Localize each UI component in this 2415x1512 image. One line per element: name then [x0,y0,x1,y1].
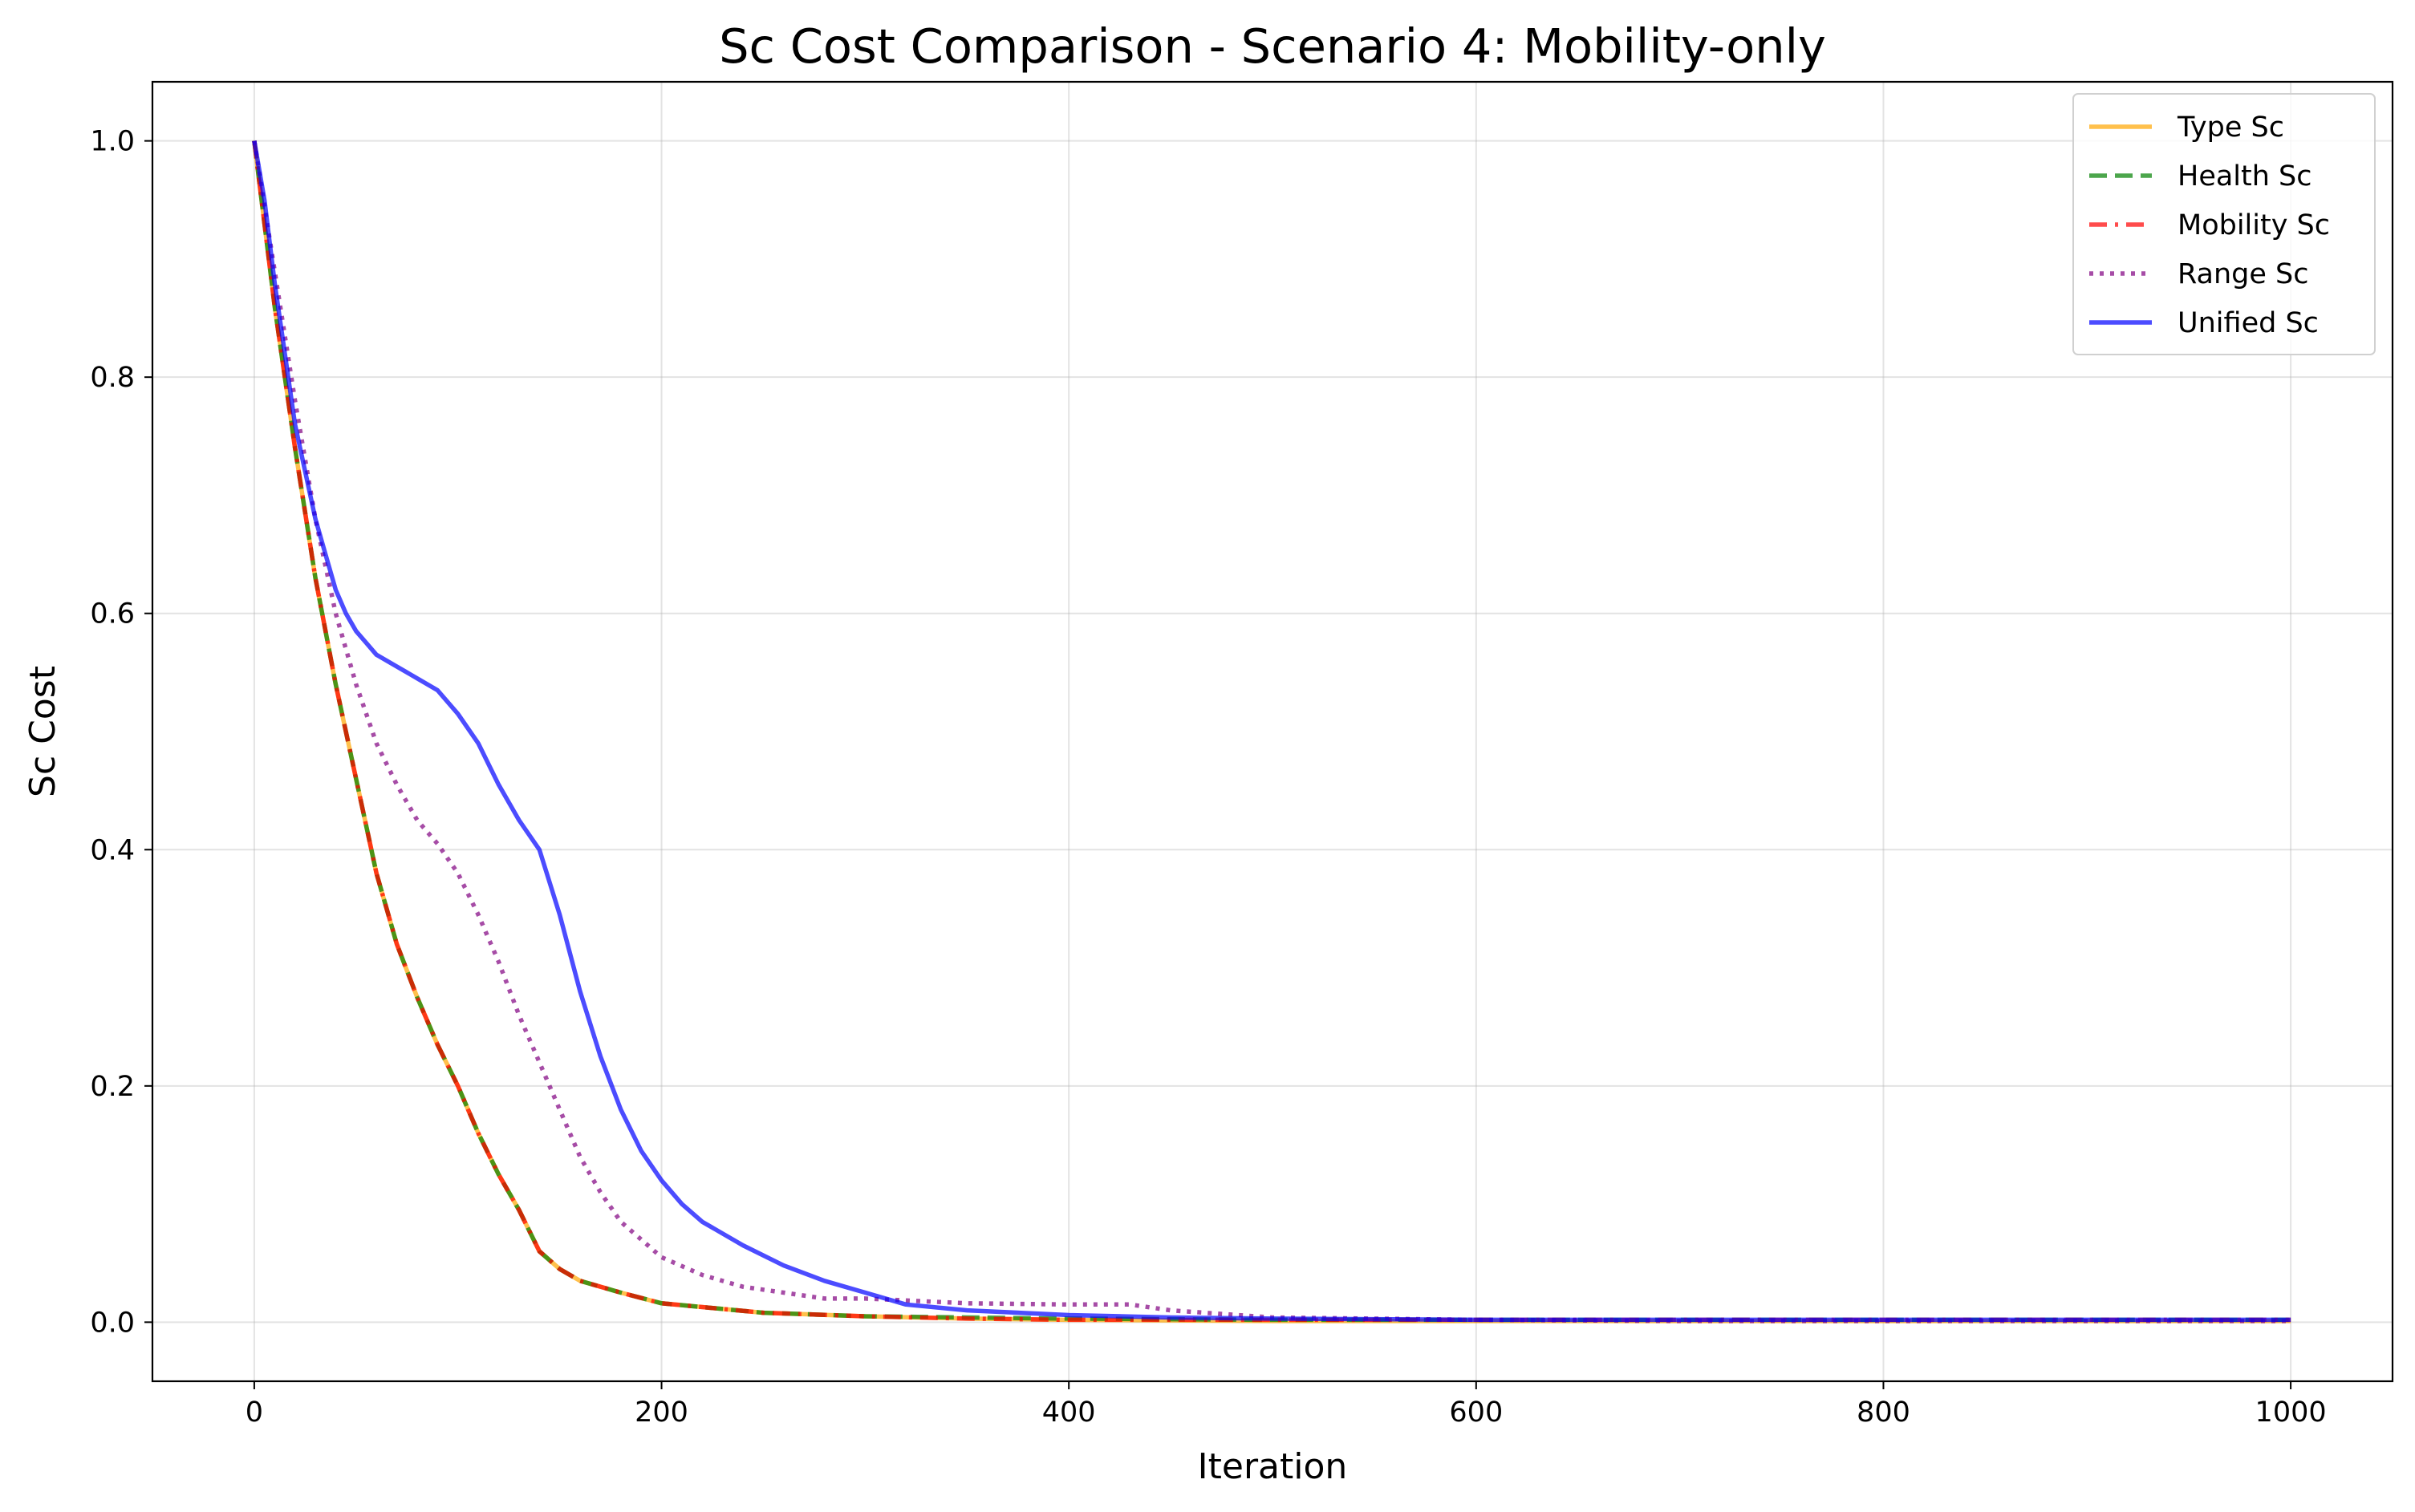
x-tick-label: 1000 [2255,1396,2327,1429]
y-tick-label: 0.8 [90,362,135,394]
legend-box [2072,93,2376,355]
chart-title: Sc Cost Comparison - Scenario 4: Mobilit… [719,18,1826,74]
legend-label: Type Sc [2177,111,2284,144]
y-tick-label: 1.0 [90,126,135,158]
series-line-range-sc [252,140,2291,1324]
series-line-unified-sc [252,140,2291,1323]
y-axis-label: Sc Cost [22,666,63,797]
legend-label: Health Sc [2178,160,2312,193]
legend: Type Sc Health Sc Mobility Sc Range Sc Unifi… [2072,93,2376,355]
x-tick-label: 800 [1857,1396,1910,1429]
x-tick-label: 600 [1449,1396,1503,1429]
x-axis-label: Iteration [1198,1446,1348,1487]
legend-label: Mobility Sc [2178,209,2330,241]
y-tick-label: 0.2 [90,1071,135,1103]
y-tick-label: 0.0 [90,1307,135,1339]
x-tick-label: 0 [246,1396,263,1429]
x-tick-label: 200 [635,1396,688,1429]
series-layer [252,140,2291,1324]
legend-label: Range Sc [2178,258,2309,290]
y-tick-label: 0.4 [90,834,135,866]
axis-ticks: 0 200 400 600 800 1000 0.0 0.2 0.4 0.6 0.8 1.0 [90,126,2326,1429]
legend-label: Unified Sc [2178,307,2319,339]
x-tick-label: 400 [1042,1396,1096,1429]
axes-frame [151,80,2394,1383]
y-tick-label: 0.6 [90,598,135,630]
